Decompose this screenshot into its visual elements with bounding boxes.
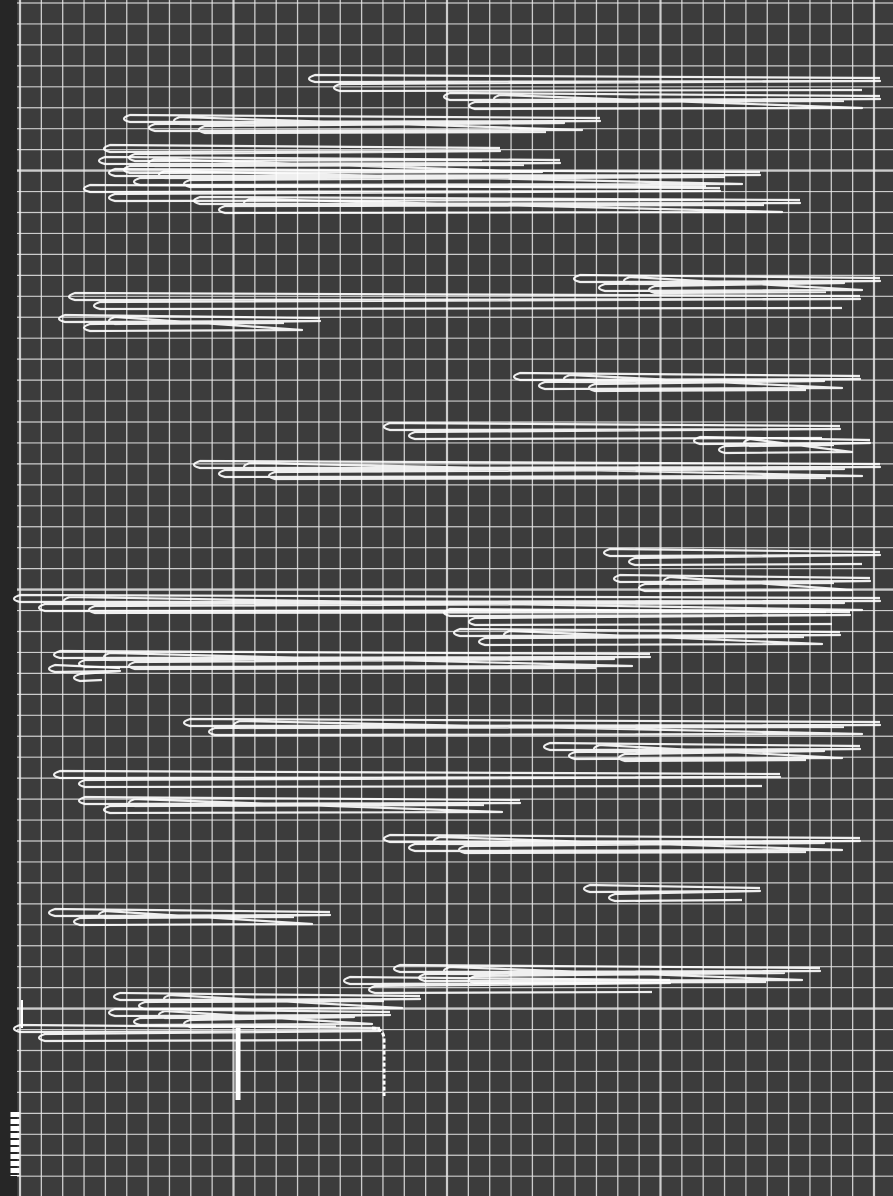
trace xyxy=(182,717,882,737)
trace xyxy=(602,547,882,567)
trace xyxy=(542,741,862,763)
trace xyxy=(382,833,862,855)
trace xyxy=(442,607,852,627)
trace xyxy=(52,649,652,671)
trace xyxy=(612,573,872,593)
trace xyxy=(77,795,522,815)
trace xyxy=(122,113,602,135)
trace xyxy=(192,195,802,215)
trace xyxy=(52,769,782,789)
paper-edge xyxy=(0,0,17,1196)
trace xyxy=(192,459,882,481)
trace xyxy=(382,421,842,441)
trace xyxy=(582,883,762,903)
trace xyxy=(512,371,862,393)
trace xyxy=(47,663,122,683)
trace xyxy=(107,1007,392,1029)
trace xyxy=(47,907,332,927)
trace xyxy=(452,627,842,647)
trace xyxy=(82,183,722,203)
trace xyxy=(107,167,762,189)
pen-mark xyxy=(371,1026,386,1096)
trace xyxy=(572,273,882,295)
trace xyxy=(692,435,872,455)
trace xyxy=(67,291,862,311)
trace xyxy=(112,991,422,1011)
trace xyxy=(57,313,322,333)
trace xyxy=(307,73,882,93)
trace xyxy=(12,593,882,615)
traces xyxy=(10,73,882,1176)
trace xyxy=(442,91,882,111)
trace xyxy=(102,143,502,163)
trace xyxy=(342,975,672,995)
